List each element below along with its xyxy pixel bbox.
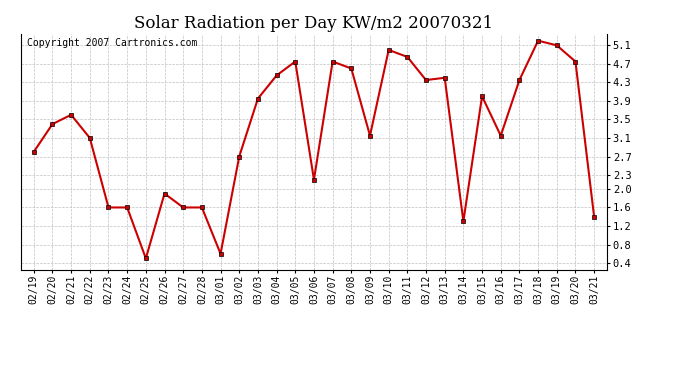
Text: Copyright 2007 Cartronics.com: Copyright 2007 Cartronics.com xyxy=(26,39,197,48)
Title: Solar Radiation per Day KW/m2 20070321: Solar Radiation per Day KW/m2 20070321 xyxy=(135,15,493,32)
